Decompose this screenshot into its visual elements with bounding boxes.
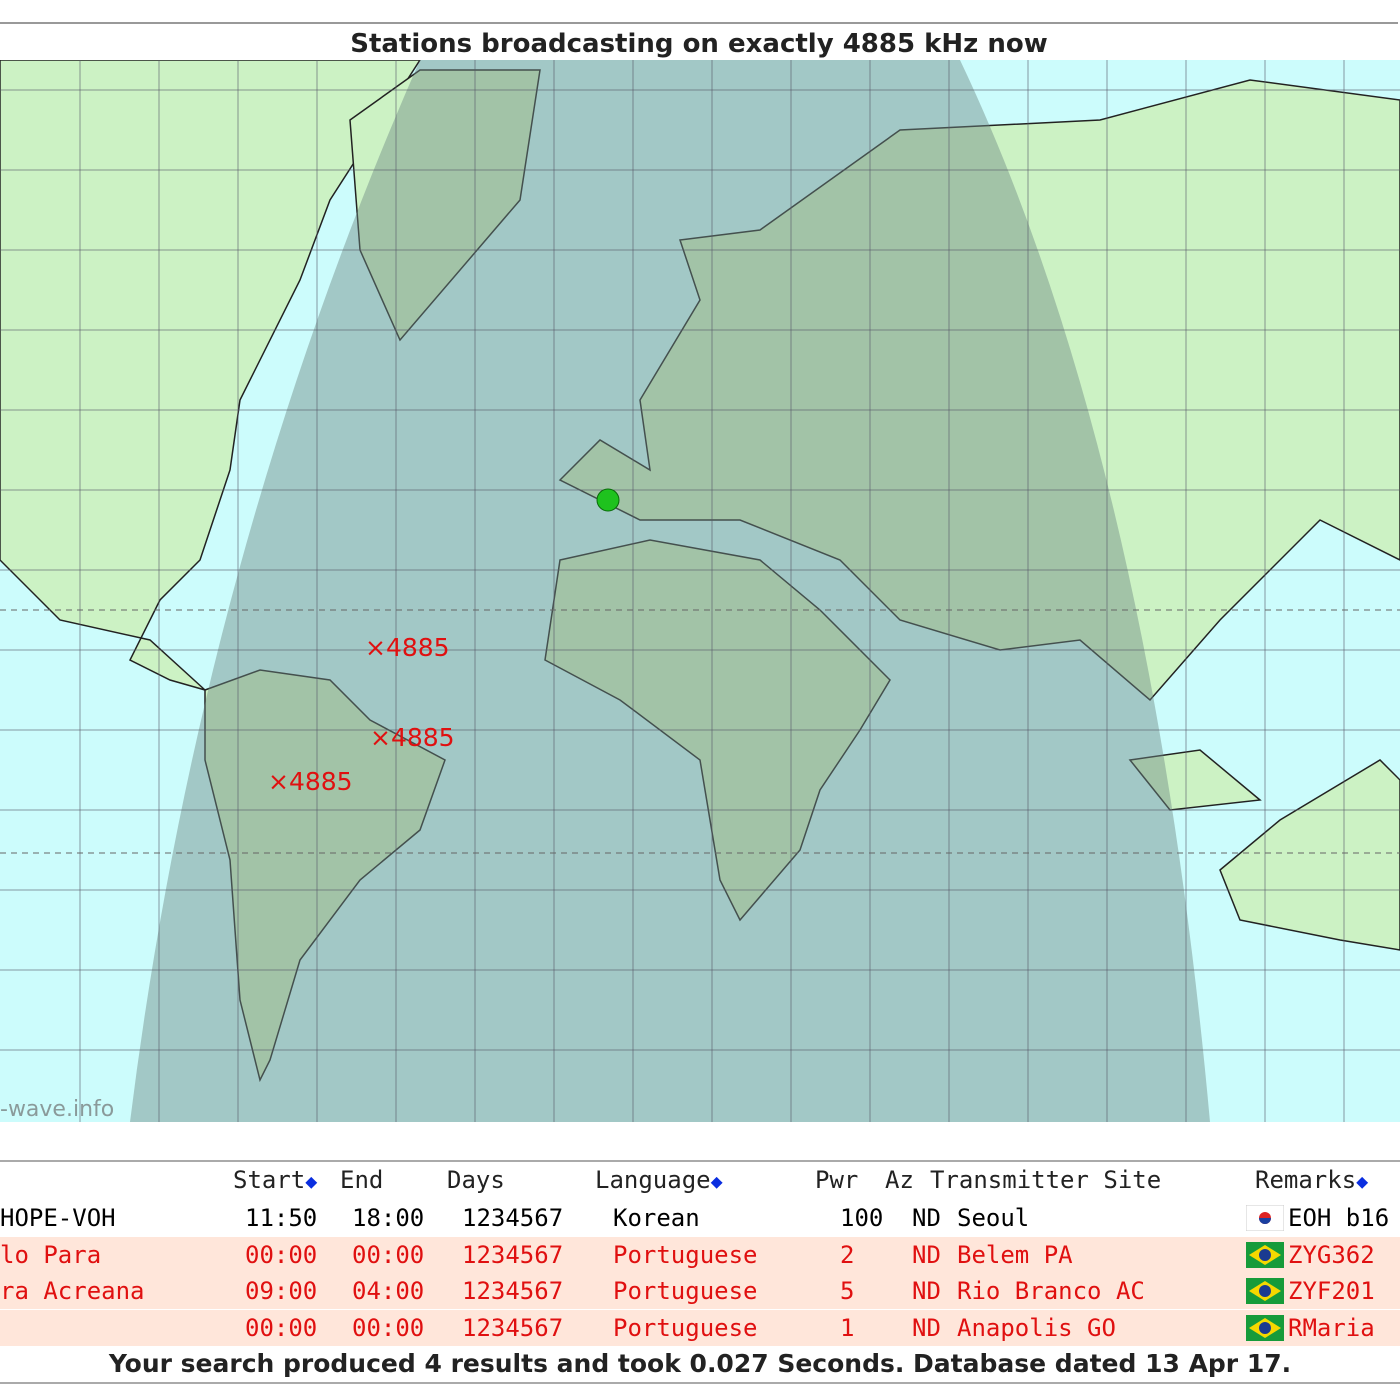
- table-cell[interactable]: lo Para: [0, 1240, 102, 1269]
- results-table: Start◆ End Days Language◆ Pwr Az Transmitter S…: [0, 1160, 1400, 1400]
- station-marker[interactable]: ×4885: [268, 767, 353, 796]
- watermark: -wave.info: [0, 1097, 114, 1122]
- sort-icon[interactable]: ◆: [1356, 1169, 1369, 1193]
- table-cell: 00:00: [245, 1240, 318, 1269]
- table-cell: 11:50: [245, 1204, 318, 1232]
- table-cell: Portuguese: [613, 1240, 758, 1269]
- table-cell: 00:00: [352, 1313, 425, 1342]
- station-marker[interactable]: ×4885: [370, 723, 455, 752]
- footer: Your search produced 4 results and took …: [0, 1346, 1400, 1384]
- table-cell: ND: [912, 1313, 941, 1342]
- table-cell: Portuguese: [613, 1277, 758, 1305]
- table-cell: ND: [912, 1240, 941, 1269]
- table-cell[interactable]: Belem PA: [957, 1240, 1073, 1269]
- table-cell: Korean: [613, 1204, 700, 1232]
- column-header: Pwr: [815, 1166, 859, 1194]
- table-cell: 1234567: [462, 1313, 564, 1342]
- table-cell: Portuguese: [613, 1313, 758, 1342]
- table-row: ra Acreana 09:00 04:00 1234567 Portuguese 5 ND…: [0, 1273, 1400, 1309]
- table-cell: 1234567: [462, 1240, 564, 1269]
- sort-icon[interactable]: ◆: [710, 1169, 723, 1193]
- column-header[interactable]: Remarks◆: [1255, 1166, 1369, 1194]
- table-cell: ZYF201: [1288, 1277, 1375, 1305]
- table-cell[interactable]: Anapolis GO: [957, 1313, 1116, 1342]
- table-cell: ZYG362: [1288, 1240, 1375, 1269]
- table-cell: ND: [912, 1204, 941, 1232]
- night-shade: [130, 60, 1210, 1122]
- table-row: HOPE-VOH 11:50 18:00 1234567 Korean 100 ND Seou…: [0, 1200, 1400, 1236]
- column-header[interactable]: Start◆: [233, 1166, 318, 1194]
- table-cell: 100: [840, 1204, 884, 1232]
- table-cell: 04:00: [352, 1277, 425, 1305]
- column-header: Az: [885, 1166, 914, 1194]
- table-cell: RMaria: [1288, 1313, 1375, 1342]
- flag-icon: [1246, 1205, 1284, 1231]
- table-cell: 2: [840, 1240, 855, 1269]
- table-cell: 1234567: [462, 1204, 564, 1232]
- flag-icon: [1246, 1314, 1284, 1341]
- column-header: Days: [447, 1166, 505, 1194]
- grid: [0, 60, 1400, 1122]
- table-header: Start◆ End Days Language◆ Pwr Az Transmitter S…: [0, 1162, 1400, 1198]
- station-marker[interactable]: ×4885: [365, 633, 450, 662]
- table-cell[interactable]: Seoul: [957, 1204, 1030, 1232]
- table-cell: 18:00: [352, 1204, 425, 1232]
- table-cell[interactable]: HOPE-VOH: [0, 1204, 116, 1232]
- table-cell: EOH b16: [1288, 1204, 1390, 1232]
- table-cell: 1234567: [462, 1277, 564, 1305]
- map-title: Stations broadcasting on exactly 4885 kH…: [0, 22, 1398, 63]
- user-location: [596, 488, 620, 512]
- table-cell[interactable]: Rio Branco AC: [957, 1277, 1145, 1305]
- flag-icon: [1246, 1278, 1284, 1304]
- table-cell: 00:00: [245, 1313, 318, 1342]
- flag-icon: [1246, 1241, 1284, 1268]
- table-cell: 00:00: [352, 1240, 425, 1269]
- map: ×4885 ×4885 ×4885 -wave.info: [0, 60, 1400, 1122]
- sort-icon[interactable]: ◆: [305, 1169, 318, 1193]
- table-cell: 5: [840, 1277, 855, 1305]
- table-row: lo Para 00:00 00:00 1234567 Portuguese 2 ND Bel…: [0, 1236, 1400, 1273]
- column-header: Transmitter Site: [930, 1166, 1162, 1194]
- table-cell: 1: [840, 1313, 855, 1342]
- column-header: End: [340, 1166, 384, 1194]
- table-cell[interactable]: ra Acreana: [0, 1277, 145, 1305]
- column-header[interactable]: Language◆: [595, 1166, 723, 1194]
- table-cell: 09:00: [245, 1277, 318, 1305]
- table-cell: ND: [912, 1277, 941, 1305]
- table-row: 00:00 00:00 1234567 Portuguese 1 ND Anapolis G…: [0, 1309, 1400, 1346]
